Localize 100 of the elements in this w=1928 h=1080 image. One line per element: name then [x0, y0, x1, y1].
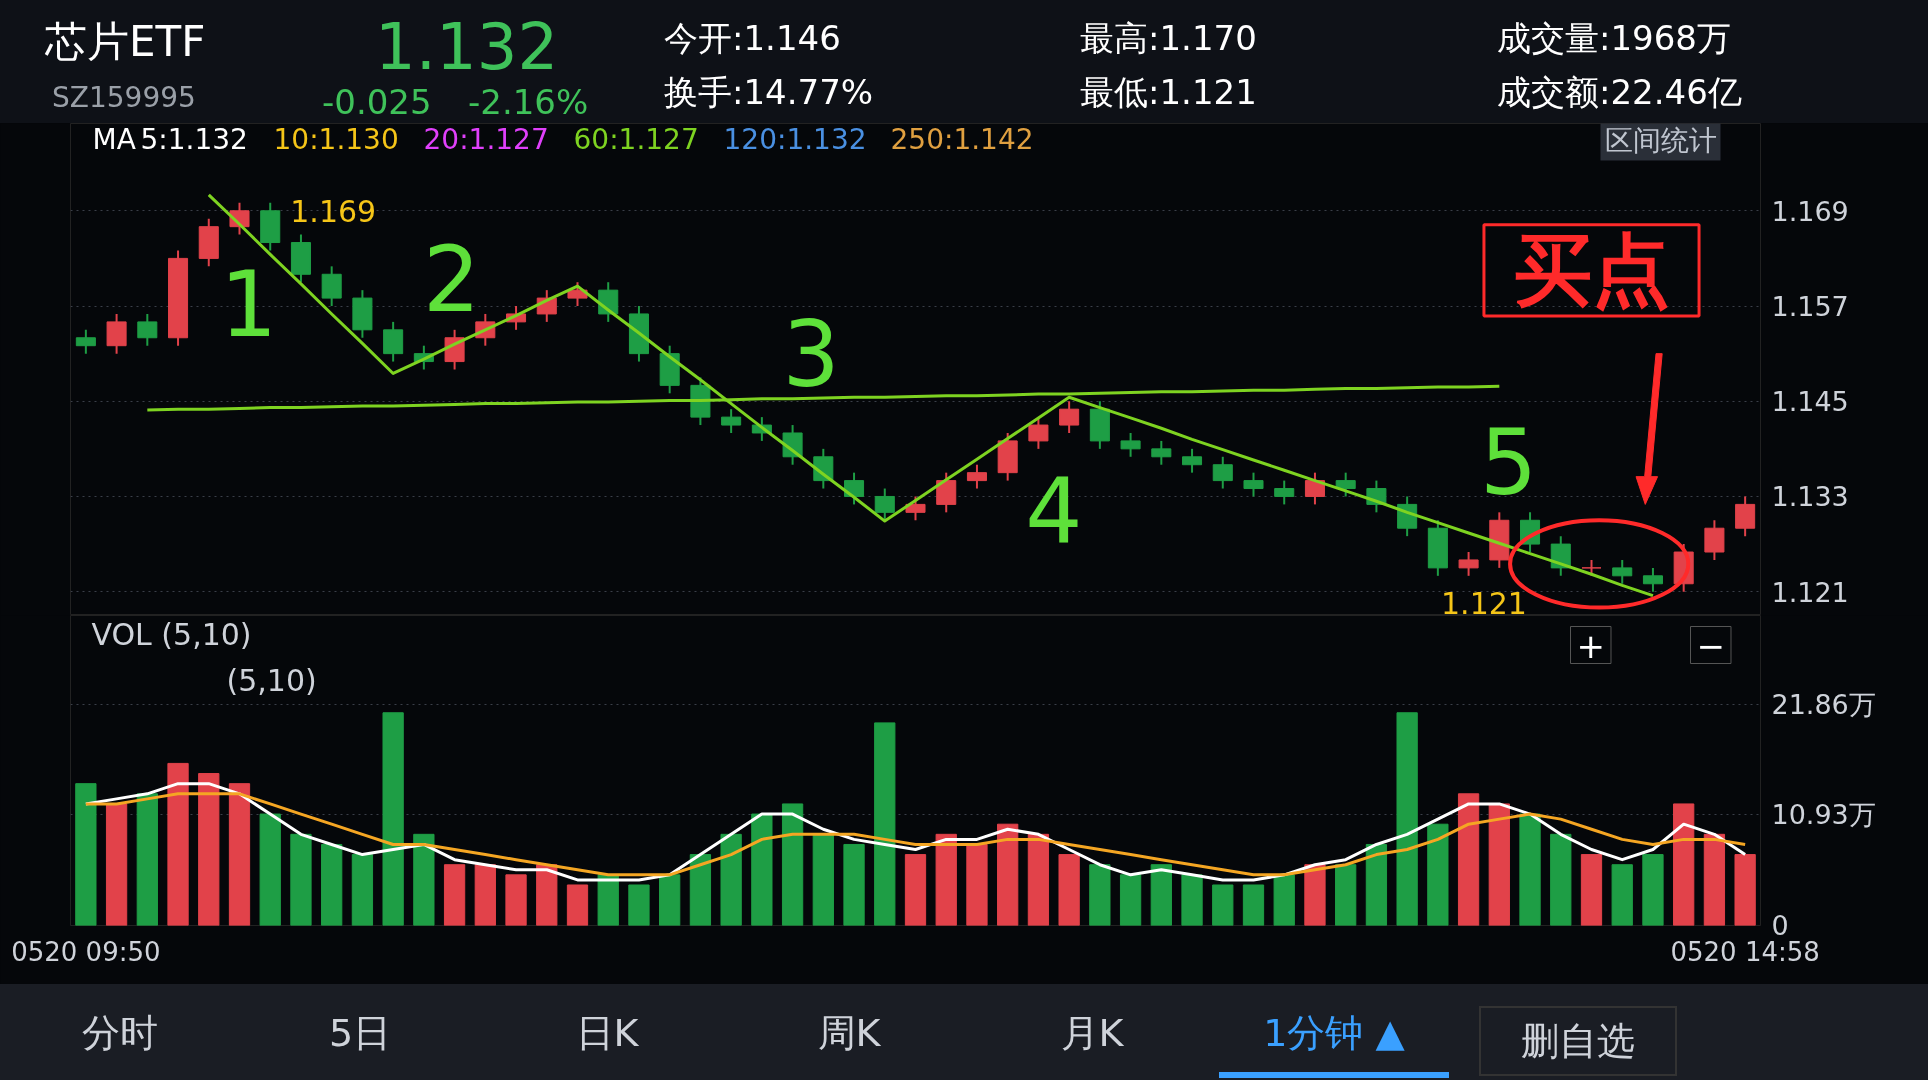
bar [198, 773, 220, 926]
text: 成交量:1968万 [1497, 17, 1731, 60]
bar [1457, 793, 1480, 926]
bar [966, 843, 988, 926]
bar [997, 823, 1019, 926]
text: 换手:14.77% [664, 71, 874, 114]
bar [413, 833, 435, 926]
bar [1212, 884, 1234, 926]
text: 分时 [82, 1010, 158, 1057]
candlestick [874, 487, 895, 522]
bar [628, 884, 650, 926]
candlestick [137, 312, 158, 347]
bar [351, 854, 374, 926]
candlestick [1120, 431, 1141, 458]
y-tick-label: 1.121 [1771, 576, 1849, 608]
bar [1242, 884, 1265, 926]
bar [1550, 833, 1572, 926]
bar [689, 854, 712, 926]
text: 最低:1.121 [1080, 71, 1257, 114]
annotation: + [1576, 625, 1605, 666]
bar [474, 864, 496, 926]
y-tick-label: 1.169 [1771, 195, 1849, 227]
candlestick [383, 320, 404, 363]
bar [1734, 854, 1756, 926]
candlestick [75, 328, 96, 355]
bar [1027, 833, 1050, 926]
y-tick-label: 1.145 [1771, 386, 1849, 418]
candlestick [1182, 447, 1203, 474]
annotation: 1.121 [1441, 585, 1527, 621]
bar [505, 874, 527, 926]
bar [536, 864, 558, 926]
bar [874, 722, 896, 926]
text: 成交额:22.46亿 [1497, 71, 1742, 114]
bar [1119, 874, 1142, 926]
text: 删自选 [1479, 1006, 1677, 1077]
annotation: VOL (5,10) [91, 616, 252, 652]
bar [321, 843, 343, 926]
bar [1365, 843, 1388, 926]
bar [259, 813, 281, 926]
candlestick [844, 471, 865, 506]
annotation: 2 [422, 226, 481, 332]
bar [1273, 874, 1295, 926]
bar [751, 813, 773, 926]
bar [935, 833, 957, 926]
candlestick [905, 495, 926, 522]
bar [1181, 874, 1203, 926]
y-tick-label: 1.133 [1771, 481, 1849, 513]
annotation: 250:1.142 [890, 122, 1034, 156]
candlestick [106, 312, 127, 355]
candlestick [1612, 558, 1633, 585]
bar [1642, 854, 1664, 926]
annotation: 3 [782, 301, 840, 407]
candlestick [1304, 471, 1325, 506]
candlestick [1059, 400, 1080, 434]
annotation: 买点 [1513, 225, 1670, 316]
bar [1058, 854, 1080, 926]
bar [1673, 803, 1695, 926]
annotation: (5,10) [226, 662, 317, 698]
bar [1150, 864, 1172, 926]
text: 周K [817, 1010, 881, 1057]
candlestick [1335, 471, 1356, 498]
text: 最高:1.170 [1080, 17, 1257, 60]
text: 1分钟 ▲ [1263, 1010, 1405, 1057]
candlestick [1212, 455, 1233, 490]
bar [1335, 864, 1357, 926]
annotation: 10:1.130 [273, 122, 399, 156]
bar [720, 833, 742, 926]
y-tick-label: 1.157 [1771, 291, 1849, 323]
candlestick [936, 471, 957, 514]
y-tick-label: 21.86万 [1771, 688, 1876, 720]
text: SZ159995 [52, 80, 196, 116]
bar [228, 783, 251, 926]
candlestick [1243, 471, 1264, 498]
candlestick [966, 463, 987, 490]
bar [1488, 803, 1510, 926]
candlestick [721, 408, 742, 434]
bar [566, 884, 589, 926]
bar [1580, 854, 1603, 926]
text: 今开:1.146 [664, 17, 841, 60]
annotation: MA [92, 122, 136, 156]
bar [1611, 864, 1633, 926]
text: 5日 [328, 1010, 392, 1057]
bar [1089, 864, 1111, 926]
bar [1396, 712, 1418, 926]
bar [812, 833, 834, 926]
annotation: 1 [220, 251, 278, 357]
bar [167, 762, 189, 926]
bar [1304, 864, 1326, 926]
annotation: − [1696, 625, 1725, 666]
text: 芯片ETF [45, 16, 206, 68]
annotation: 4 [1025, 458, 1083, 564]
bar [843, 843, 865, 926]
bar [659, 874, 681, 926]
text: 月K [1060, 1010, 1124, 1057]
bar [382, 712, 404, 926]
candlestick [1458, 551, 1479, 577]
candlestick [1735, 495, 1756, 538]
text: 日K [575, 1010, 639, 1057]
bar [1427, 823, 1449, 926]
candlestick [1151, 439, 1172, 466]
